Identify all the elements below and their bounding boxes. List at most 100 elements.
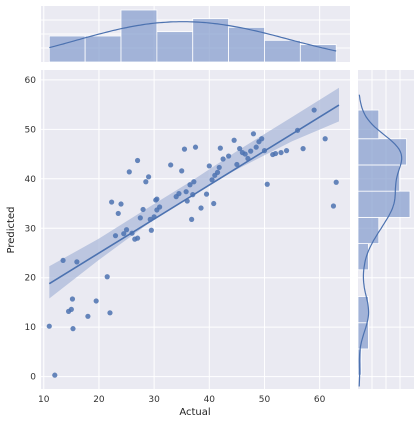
scatter-point bbox=[283, 148, 290, 154]
scatter-point bbox=[253, 144, 259, 150]
marginal-x-bar bbox=[156, 31, 194, 63]
scatter-point bbox=[203, 191, 210, 197]
y-tick-labels: 0 10 20 30 40 50 60 bbox=[25, 76, 37, 383]
scatter-point bbox=[209, 177, 215, 183]
marginal-x-bar bbox=[264, 39, 301, 63]
scatter-points bbox=[46, 107, 339, 378]
scatter-point bbox=[85, 313, 91, 319]
y-tick-label: 50 bbox=[25, 125, 37, 135]
scatter-point bbox=[330, 203, 337, 209]
scatter-point bbox=[214, 169, 221, 175]
scatter-point bbox=[68, 306, 74, 312]
scatter-point bbox=[109, 199, 115, 205]
marginal-x-bar bbox=[120, 9, 158, 63]
marginal-x-bar bbox=[192, 18, 230, 63]
x-tick-label: 50 bbox=[259, 395, 271, 405]
x-axis-title: Actual bbox=[179, 407, 210, 418]
x-tick-label: 10 bbox=[38, 395, 50, 405]
y-axis-title: Predicted bbox=[6, 207, 17, 254]
scatter-point bbox=[121, 231, 127, 237]
scatter-point bbox=[216, 164, 222, 171]
scatter-point bbox=[69, 296, 76, 302]
scatter-point bbox=[242, 151, 248, 157]
scatter-point bbox=[123, 227, 130, 233]
marginal-x-bar bbox=[84, 35, 122, 63]
scatter-point bbox=[192, 144, 199, 150]
joint-panel: 10 20 30 40 50 60 0 10 20 30 40 50 60 bbox=[25, 70, 350, 405]
x-tick-label: 60 bbox=[314, 395, 326, 405]
scatter-point bbox=[183, 189, 189, 195]
scatter-point bbox=[70, 326, 76, 332]
scatter-point bbox=[278, 149, 284, 156]
scatter-point bbox=[140, 206, 146, 213]
scatter-point bbox=[198, 205, 204, 211]
marginal-y-bar bbox=[357, 164, 400, 192]
scatter-point bbox=[181, 146, 188, 152]
scatter-point bbox=[189, 216, 195, 222]
scatter-point bbox=[112, 233, 119, 239]
marginal-x-bar bbox=[228, 26, 265, 63]
marginal-x-panel bbox=[41, 6, 350, 63]
scatter-point bbox=[93, 298, 99, 304]
scatter-point bbox=[220, 156, 226, 162]
scatter-point bbox=[134, 235, 141, 241]
scatter-point bbox=[311, 107, 317, 113]
scatter-point bbox=[333, 179, 339, 185]
scatter-point bbox=[60, 257, 66, 264]
scatter-point bbox=[217, 145, 223, 151]
scatter-point bbox=[126, 169, 132, 175]
x-tick-labels: 10 20 30 40 50 60 bbox=[38, 395, 326, 405]
scatter-point bbox=[300, 146, 306, 152]
scatter-point bbox=[231, 137, 237, 143]
scatter-point bbox=[226, 153, 232, 159]
marginal-y-bar bbox=[357, 190, 411, 218]
scatter-point bbox=[157, 204, 163, 210]
y-tick-label: 10 bbox=[25, 323, 37, 333]
marginal-y-bar bbox=[357, 138, 407, 166]
scatter-point bbox=[206, 163, 212, 169]
scatter-point bbox=[52, 372, 58, 378]
scatter-point bbox=[264, 181, 270, 187]
scatter-point bbox=[107, 310, 113, 316]
y-tick-label: 30 bbox=[25, 224, 37, 234]
x-tick-label: 20 bbox=[93, 395, 105, 405]
scatter-point bbox=[191, 179, 197, 185]
scatter-point bbox=[154, 196, 160, 202]
x-tick-label: 30 bbox=[148, 395, 160, 405]
scatter-point bbox=[143, 179, 149, 185]
scatter-point bbox=[237, 146, 243, 152]
x-tick-label: 40 bbox=[204, 395, 216, 405]
scatter-point bbox=[104, 274, 110, 280]
marginal-y-density-curve bbox=[358, 94, 403, 387]
marginal-x-bars bbox=[48, 9, 337, 63]
scatter-point bbox=[234, 161, 240, 168]
scatter-point bbox=[148, 227, 154, 233]
scatter-point bbox=[145, 174, 152, 180]
y-tick-label: 40 bbox=[25, 175, 37, 185]
scatter-point bbox=[187, 182, 193, 188]
scatter-point bbox=[115, 210, 121, 217]
marginal-y-bar bbox=[357, 216, 380, 244]
scatter-point bbox=[74, 259, 80, 265]
scatter-point bbox=[176, 191, 182, 197]
scatter-point bbox=[118, 201, 124, 207]
scatter-point bbox=[272, 150, 279, 157]
y-tick-label: 0 bbox=[30, 373, 36, 383]
marginal-y-bar bbox=[357, 109, 380, 140]
regression-line bbox=[48, 104, 340, 285]
scatter-point bbox=[248, 148, 254, 154]
marginal-x-density-curve bbox=[49, 21, 337, 52]
y-tick-label: 20 bbox=[25, 274, 37, 284]
scatter-point bbox=[179, 168, 185, 174]
scatter-point bbox=[259, 136, 265, 142]
marginal-y-panel bbox=[357, 70, 414, 389]
scatter-point bbox=[250, 131, 257, 137]
marginal-x-bar bbox=[48, 35, 86, 63]
scatter-point bbox=[322, 136, 328, 142]
scatter-point bbox=[137, 215, 143, 221]
scatter-point bbox=[211, 200, 217, 207]
scatter-point bbox=[168, 162, 174, 168]
scatter-point bbox=[134, 157, 141, 164]
scatter-point bbox=[46, 323, 52, 329]
